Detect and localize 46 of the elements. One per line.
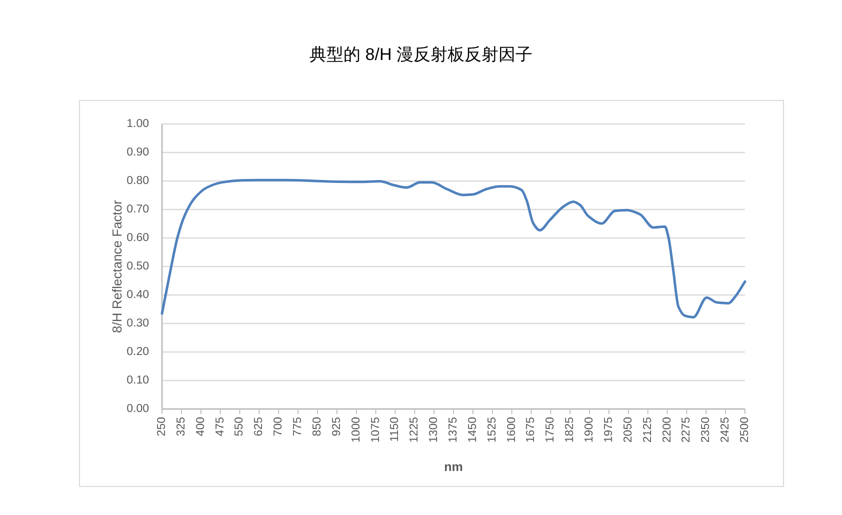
x-axis-title: nm [444,460,463,474]
x-tick-label: 1750 [544,417,557,443]
x-tick-label: 1675 [525,417,538,443]
y-tick-label: 0.00 [126,403,149,415]
x-tick-label: 1075 [370,417,382,443]
y-axis-title: 8/H Reflectance Factor [110,199,124,333]
x-tick-label: 2425 [720,417,732,443]
x-tick-label: 2200 [661,417,674,443]
x-tick-label: 2350 [700,417,712,443]
y-tick-label: 1.00 [126,118,149,130]
x-tick-label: 1900 [584,417,596,443]
x-tick-label: 250 [156,417,168,436]
x-tick-label: 550 [234,417,246,436]
line-series [160,178,746,318]
x-tick-label: 625 [253,417,266,436]
x-tick-label: 1150 [389,417,402,442]
x-tick-label: 2050 [622,417,634,443]
x-tick-label: 2275 [680,417,693,443]
x-tick-label: 1300 [428,417,440,443]
x-tick-label: 475 [214,417,226,436]
x-tick-label: 1225 [408,417,421,443]
y-tick-label: 0.90 [126,146,149,158]
x-tick-label: 1975 [602,417,615,443]
y-tick-label: 0.80 [126,175,149,187]
x-tick-label: 1825 [564,417,576,443]
chart-title: 典型的 8/H 漫反射板反射因子 [310,45,532,64]
x-tick-label: 2125 [642,417,654,443]
x-tick-label: 1450 [466,417,479,443]
x-tick-label: 775 [292,417,304,436]
x-tick-label: 925 [330,417,343,436]
x-tick-label: 700 [272,417,285,436]
y-tick-label: 0.10 [126,374,149,386]
x-tick-label: 400 [194,417,207,436]
x-tick-label: 1375 [448,417,460,443]
y-tick-label: 0.60 [126,232,149,244]
x-tick-label: 325 [175,417,188,436]
y-tick-label: 0.50 [126,260,149,272]
x-tick-label: 1525 [486,417,498,443]
y-tick-label: 0.40 [126,289,149,301]
y-tick-label: 0.30 [126,318,149,330]
y-tick-label: 0.20 [126,346,149,358]
x-tick-label: 1600 [506,417,518,443]
x-tick-label: 1000 [350,417,362,443]
x-tick-label: 850 [311,417,324,436]
x-tick-label: 2500 [739,417,751,443]
y-tick-label: 0.70 [126,204,149,216]
